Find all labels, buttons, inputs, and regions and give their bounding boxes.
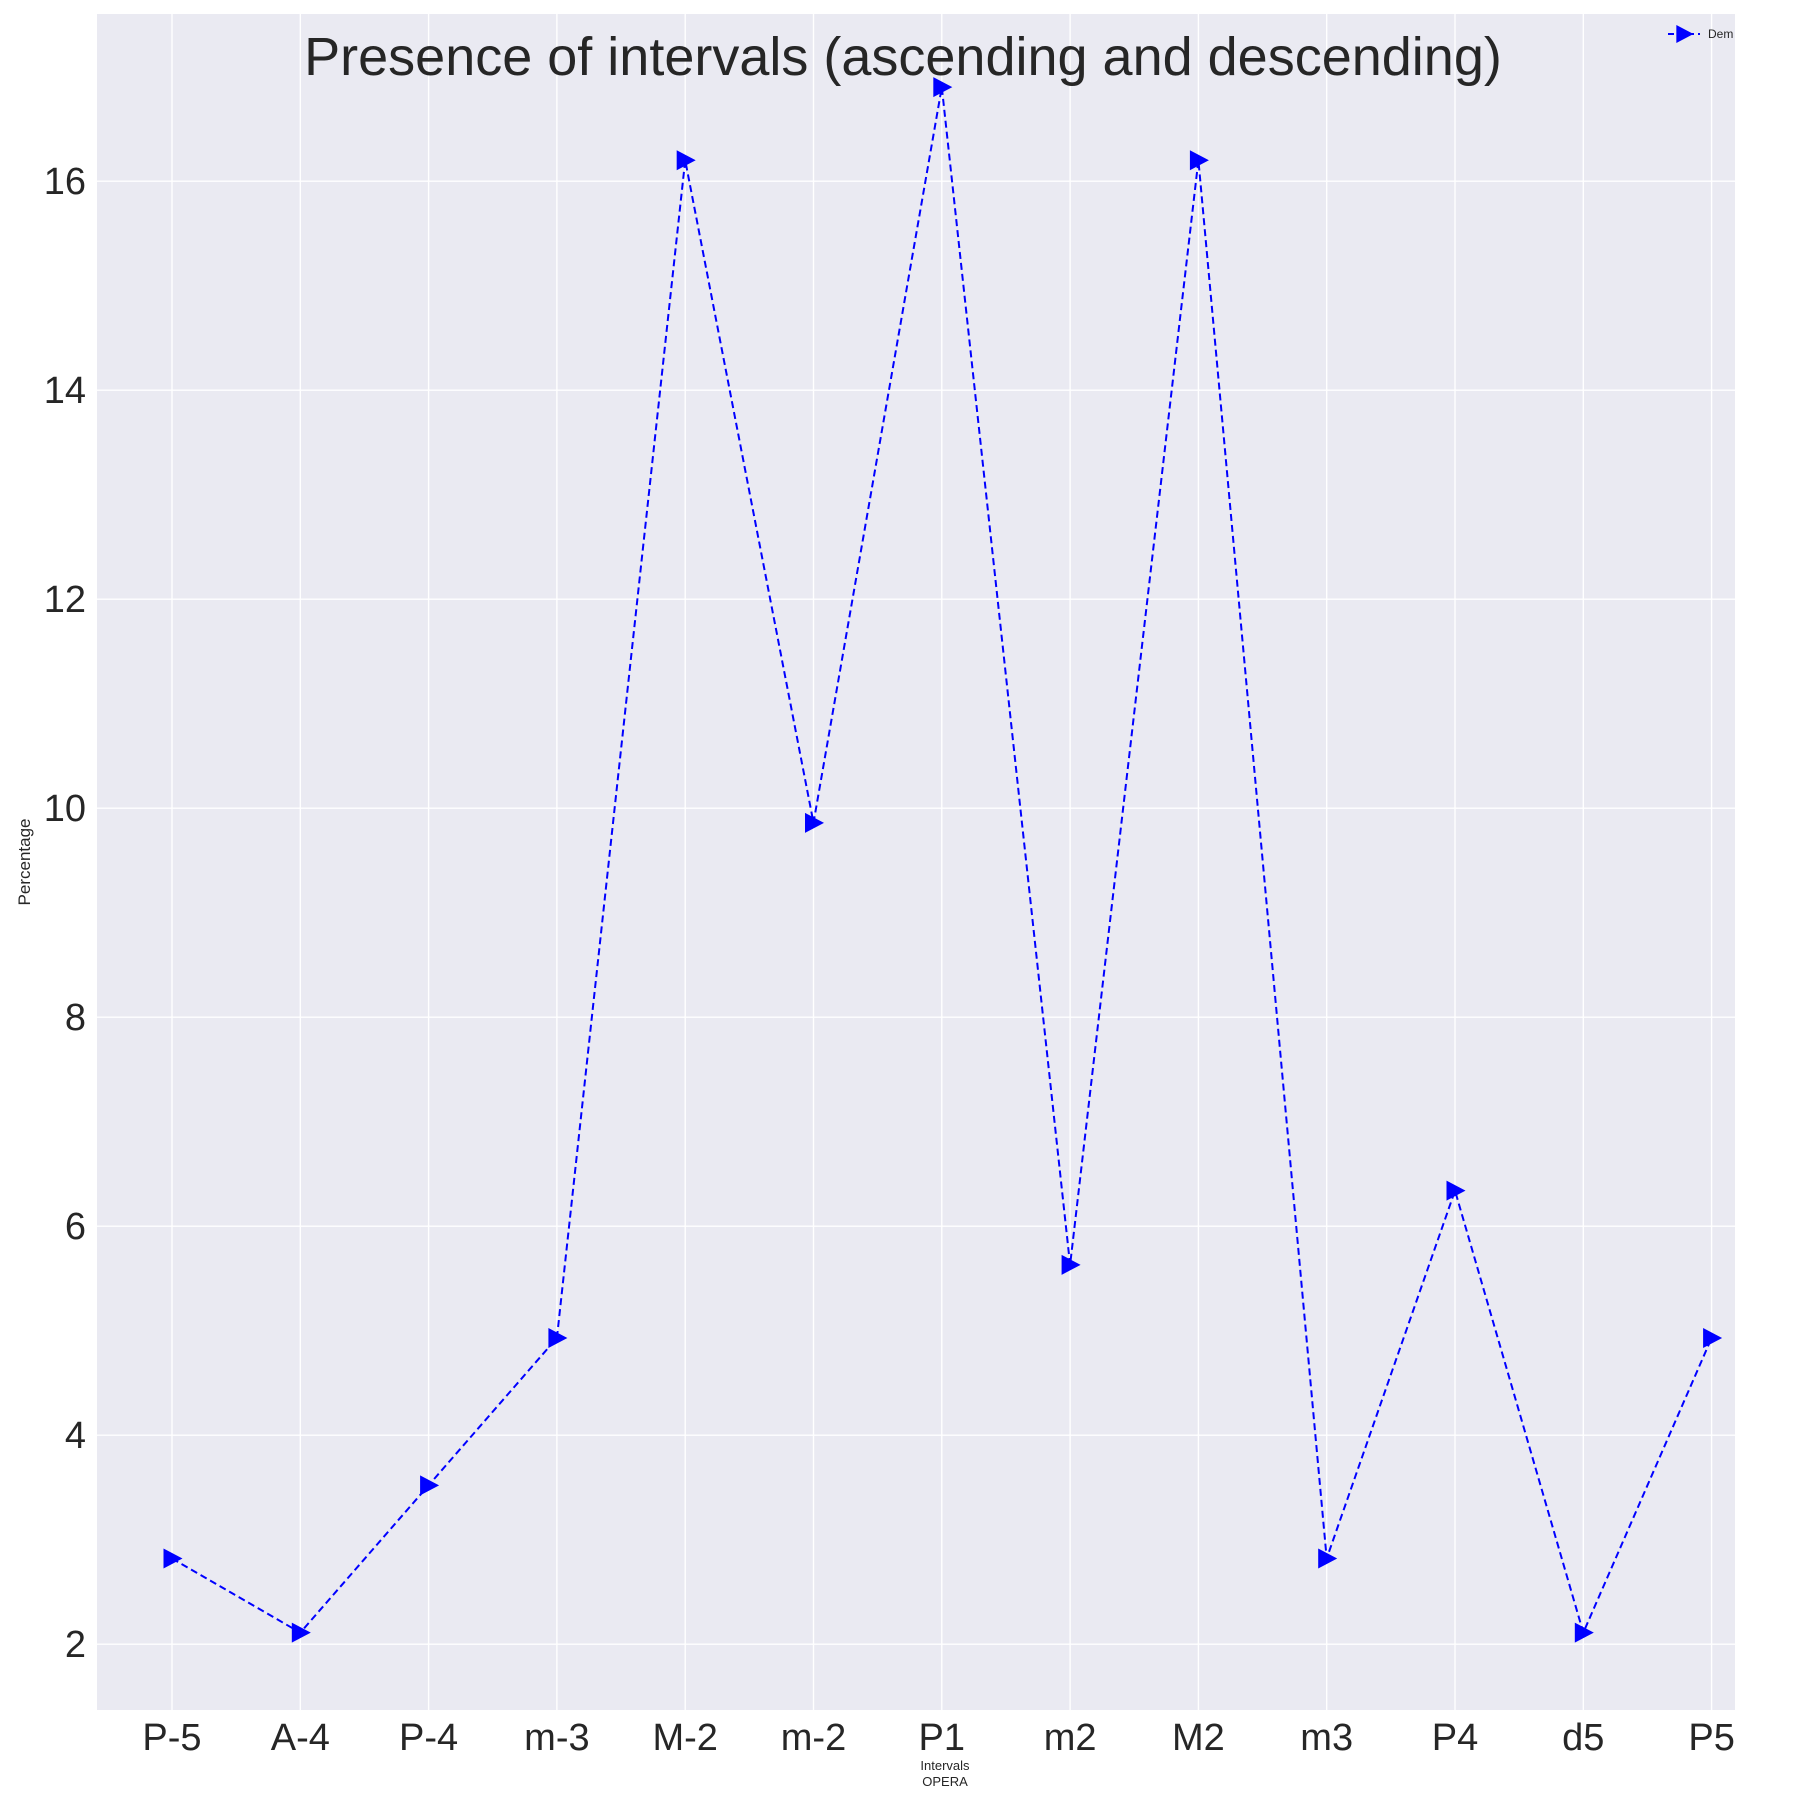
grid xyxy=(97,14,1735,1710)
data-point xyxy=(1189,150,1209,171)
plot-area xyxy=(97,14,1735,1710)
y-tick-label: 8 xyxy=(65,997,86,1039)
data-point xyxy=(805,812,824,833)
legend-marker xyxy=(1676,25,1694,43)
x-tick-label: d5 xyxy=(1562,1717,1604,1759)
y-axis-label: Percentage xyxy=(15,819,34,906)
data-point xyxy=(1703,1327,1723,1348)
series-layer xyxy=(163,77,1723,1643)
x-axis-ticks: P-5 A-4 P-4 m-3 M-2 m-2 P1 m2 M2 m3 P4 d5 P5 xyxy=(142,1717,1734,1759)
x-tick-label: A-4 xyxy=(271,1717,330,1759)
y-axis-ticks: 2 4 6 8 10 12 14 16 xyxy=(44,161,86,1666)
data-point xyxy=(1318,1548,1338,1569)
x-tick-label: P5 xyxy=(1688,1717,1734,1759)
y-tick-label: 12 xyxy=(44,579,86,621)
x-tick-label: P-5 xyxy=(142,1717,201,1759)
x-tick-label: P-4 xyxy=(399,1717,458,1759)
x-tick-label: P4 xyxy=(1432,1717,1478,1759)
x-tick-label: P1 xyxy=(919,1717,965,1759)
y-tick-label: 10 xyxy=(44,788,86,830)
legend-label: Dem xyxy=(1708,27,1733,41)
y-tick-label: 14 xyxy=(44,370,86,412)
data-point xyxy=(1061,1254,1081,1275)
y-tick-label: 16 xyxy=(44,161,86,203)
data-point xyxy=(1574,1622,1594,1643)
data-point xyxy=(1446,1180,1466,1201)
y-tick-label: 6 xyxy=(65,1206,86,1248)
x-tick-label: m2 xyxy=(1044,1717,1097,1759)
data-point xyxy=(933,77,953,98)
legend: Dem xyxy=(1668,25,1733,43)
chart-title: Presence of intervals (ascending and des… xyxy=(304,27,1502,87)
x-tick-label: M2 xyxy=(1172,1717,1225,1759)
data-point xyxy=(163,1548,183,1569)
data-point xyxy=(548,1327,568,1348)
x-axis-label: Intervals xyxy=(920,1758,970,1773)
y-tick-label: 4 xyxy=(65,1415,86,1457)
data-point xyxy=(676,150,696,171)
x-tick-label: M-2 xyxy=(652,1717,717,1759)
data-point xyxy=(291,1622,311,1643)
x-axis-sublabel: OPERA xyxy=(922,1774,968,1789)
x-tick-label: m-3 xyxy=(524,1717,589,1759)
x-tick-label: m-2 xyxy=(781,1717,846,1759)
y-tick-label: 2 xyxy=(65,1624,86,1666)
data-point xyxy=(420,1475,440,1496)
x-tick-label: m3 xyxy=(1300,1717,1353,1759)
